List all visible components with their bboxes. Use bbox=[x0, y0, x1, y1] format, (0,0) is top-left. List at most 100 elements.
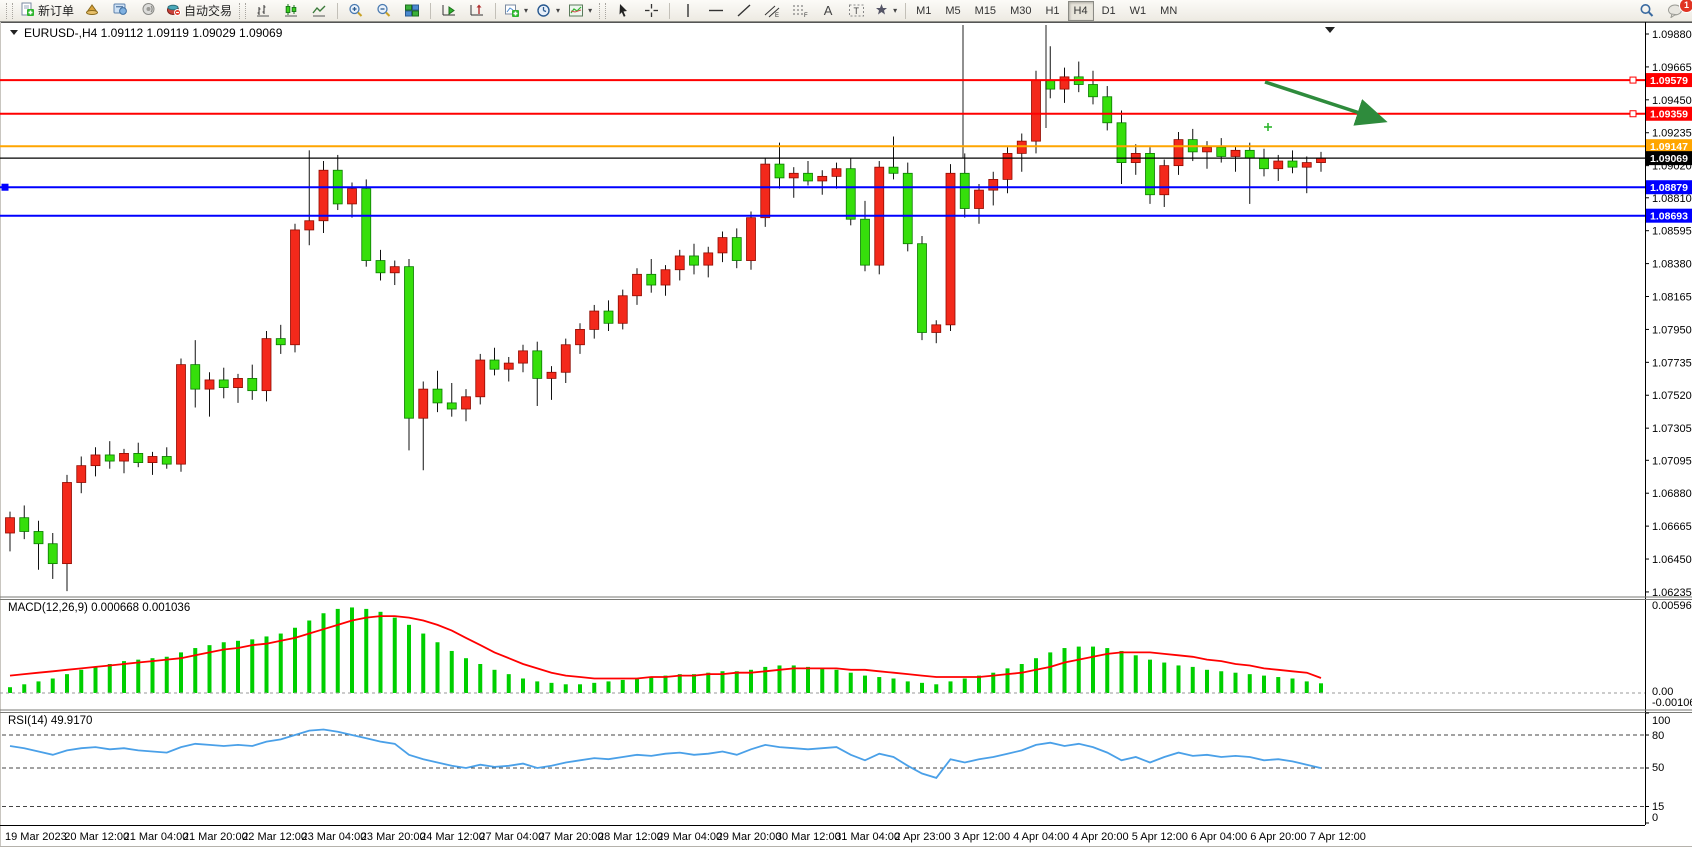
line-chart-button[interactable] bbox=[305, 0, 333, 22]
time-tick: 21 Mar 20:00 bbox=[183, 831, 248, 843]
candle bbox=[1287, 160, 1298, 168]
terminal-button[interactable] bbox=[106, 0, 134, 22]
macd-bar bbox=[692, 674, 696, 693]
new-order-label: 新订单 bbox=[38, 4, 75, 18]
auto-trading-button[interactable]: 自动交易 bbox=[162, 0, 236, 22]
chart-shift-button[interactable] bbox=[463, 0, 491, 22]
macd-bar bbox=[321, 613, 326, 693]
tile-windows-button[interactable] bbox=[398, 0, 426, 22]
tf-w1-button[interactable]: W1 bbox=[1129, 4, 1147, 17]
dropdown-arrow-icon: ▾ bbox=[556, 6, 561, 15]
horizontal-line-button[interactable] bbox=[702, 0, 730, 22]
fibonacci-button[interactable]: F bbox=[786, 0, 814, 22]
candle bbox=[931, 324, 942, 333]
toolbar-grip[interactable] bbox=[239, 2, 247, 19]
candle bbox=[461, 396, 471, 410]
notifications-button[interactable]: 1 bbox=[1661, 0, 1692, 22]
price-badge-label: 1.09359 bbox=[1650, 109, 1688, 121]
candle bbox=[717, 237, 728, 254]
tf-h4-button[interactable]: H4 bbox=[1067, 0, 1094, 21]
macd-bar bbox=[164, 656, 169, 693]
market-watch-button[interactable] bbox=[78, 0, 106, 22]
time-tick: 23 Mar 04:00 bbox=[302, 831, 367, 843]
candle bbox=[1031, 79, 1041, 142]
time-tick: 27 Mar 20:00 bbox=[539, 831, 604, 843]
zoom-in-button[interactable] bbox=[342, 0, 370, 22]
macd-bar bbox=[36, 681, 41, 693]
vertical-line-button[interactable] bbox=[674, 0, 702, 22]
candle bbox=[1173, 139, 1184, 167]
toolbar-grip[interactable] bbox=[6, 2, 13, 19]
macd-bar bbox=[307, 620, 312, 693]
candle bbox=[1016, 140, 1027, 154]
tf-m1-button[interactable]: M1 bbox=[916, 4, 932, 17]
tf-m30-button[interactable]: M30 bbox=[1010, 4, 1032, 17]
candle bbox=[190, 364, 201, 390]
auto-scroll-button[interactable] bbox=[435, 0, 463, 22]
signals-button[interactable] bbox=[134, 0, 162, 22]
price-axis[interactable]: 1.09880 1.09665 1.09450 1.09235 1.09020 1.088… bbox=[1645, 29, 1692, 824]
candle bbox=[503, 362, 514, 370]
macd-bar bbox=[1148, 659, 1152, 693]
zoom-out-button[interactable] bbox=[370, 0, 398, 22]
candle bbox=[218, 379, 229, 388]
search-button[interactable] bbox=[1633, 0, 1661, 22]
macd-bar bbox=[1205, 669, 1209, 693]
text-label-button[interactable]: T bbox=[842, 0, 870, 22]
macd-bar bbox=[834, 669, 839, 693]
tf-mn-button[interactable]: MN bbox=[1160, 4, 1178, 17]
auto-trading-icon bbox=[166, 2, 182, 19]
macd-bar bbox=[563, 684, 568, 693]
macd-bar bbox=[749, 669, 753, 693]
tf-h1-button[interactable]: H1 bbox=[1045, 4, 1060, 17]
rsi-tick: 0 bbox=[1652, 812, 1658, 824]
price-tick: 1.07095 bbox=[1652, 455, 1692, 467]
periods-button[interactable]: ▾ bbox=[532, 0, 564, 22]
candle bbox=[161, 456, 172, 465]
templates-button[interactable]: ▾ bbox=[564, 0, 596, 22]
macd-bar bbox=[1019, 664, 1024, 693]
equidistant-channel-button[interactable]: E bbox=[758, 0, 786, 22]
candle bbox=[247, 378, 258, 392]
candle bbox=[1145, 152, 1155, 196]
macd-bar bbox=[350, 607, 354, 693]
tf-m5-button[interactable]: M5 bbox=[945, 4, 961, 17]
candle bbox=[646, 273, 657, 286]
price-badge bbox=[1646, 73, 1692, 88]
time-tick: 29 Mar 20:00 bbox=[717, 831, 782, 843]
bar-chart-button[interactable] bbox=[249, 0, 277, 22]
svg-text:T: T bbox=[853, 6, 859, 16]
candle bbox=[589, 310, 600, 330]
candle bbox=[603, 310, 614, 324]
macd-bar bbox=[1290, 678, 1295, 693]
toolbar-grip[interactable] bbox=[599, 2, 607, 19]
tf-d1-button[interactable]: D1 bbox=[1101, 4, 1116, 17]
signal-icon bbox=[141, 2, 156, 19]
new-order-button[interactable]: 新订单 bbox=[16, 0, 78, 22]
arrows-tool-button[interactable]: ▾ bbox=[870, 0, 901, 22]
candle bbox=[347, 188, 357, 205]
candle bbox=[1102, 96, 1113, 124]
macd-bar bbox=[905, 681, 910, 693]
dropdown-arrow-icon: ▾ bbox=[893, 6, 898, 15]
annotations[interactable] bbox=[10, 27, 1388, 131]
horizontal-line-icon bbox=[709, 9, 724, 12]
text-tool-button[interactable]: A bbox=[814, 0, 842, 22]
cursor-button[interactable] bbox=[609, 0, 637, 22]
macd-bar bbox=[806, 666, 810, 693]
time-tick: 4 Apr 04:00 bbox=[1013, 831, 1069, 843]
crosshair-button[interactable] bbox=[637, 0, 665, 22]
tf-m15-button[interactable]: M15 bbox=[974, 4, 997, 17]
trendline-button[interactable] bbox=[730, 0, 758, 22]
channel-icon: E bbox=[764, 5, 780, 18]
candle bbox=[1244, 149, 1255, 159]
chart-window[interactable]: 1.09579 1.09359 1.09147 1.09069 1.08879 1.086… bbox=[0, 22, 1692, 847]
time-tick: 4 Apr 20:00 bbox=[1072, 831, 1128, 843]
indicators-button[interactable]: ▾ bbox=[500, 0, 532, 22]
trend-arrow[interactable] bbox=[1264, 80, 1388, 126]
candle bbox=[560, 344, 571, 373]
candlestick-button[interactable] bbox=[277, 0, 305, 22]
candle bbox=[845, 168, 856, 220]
